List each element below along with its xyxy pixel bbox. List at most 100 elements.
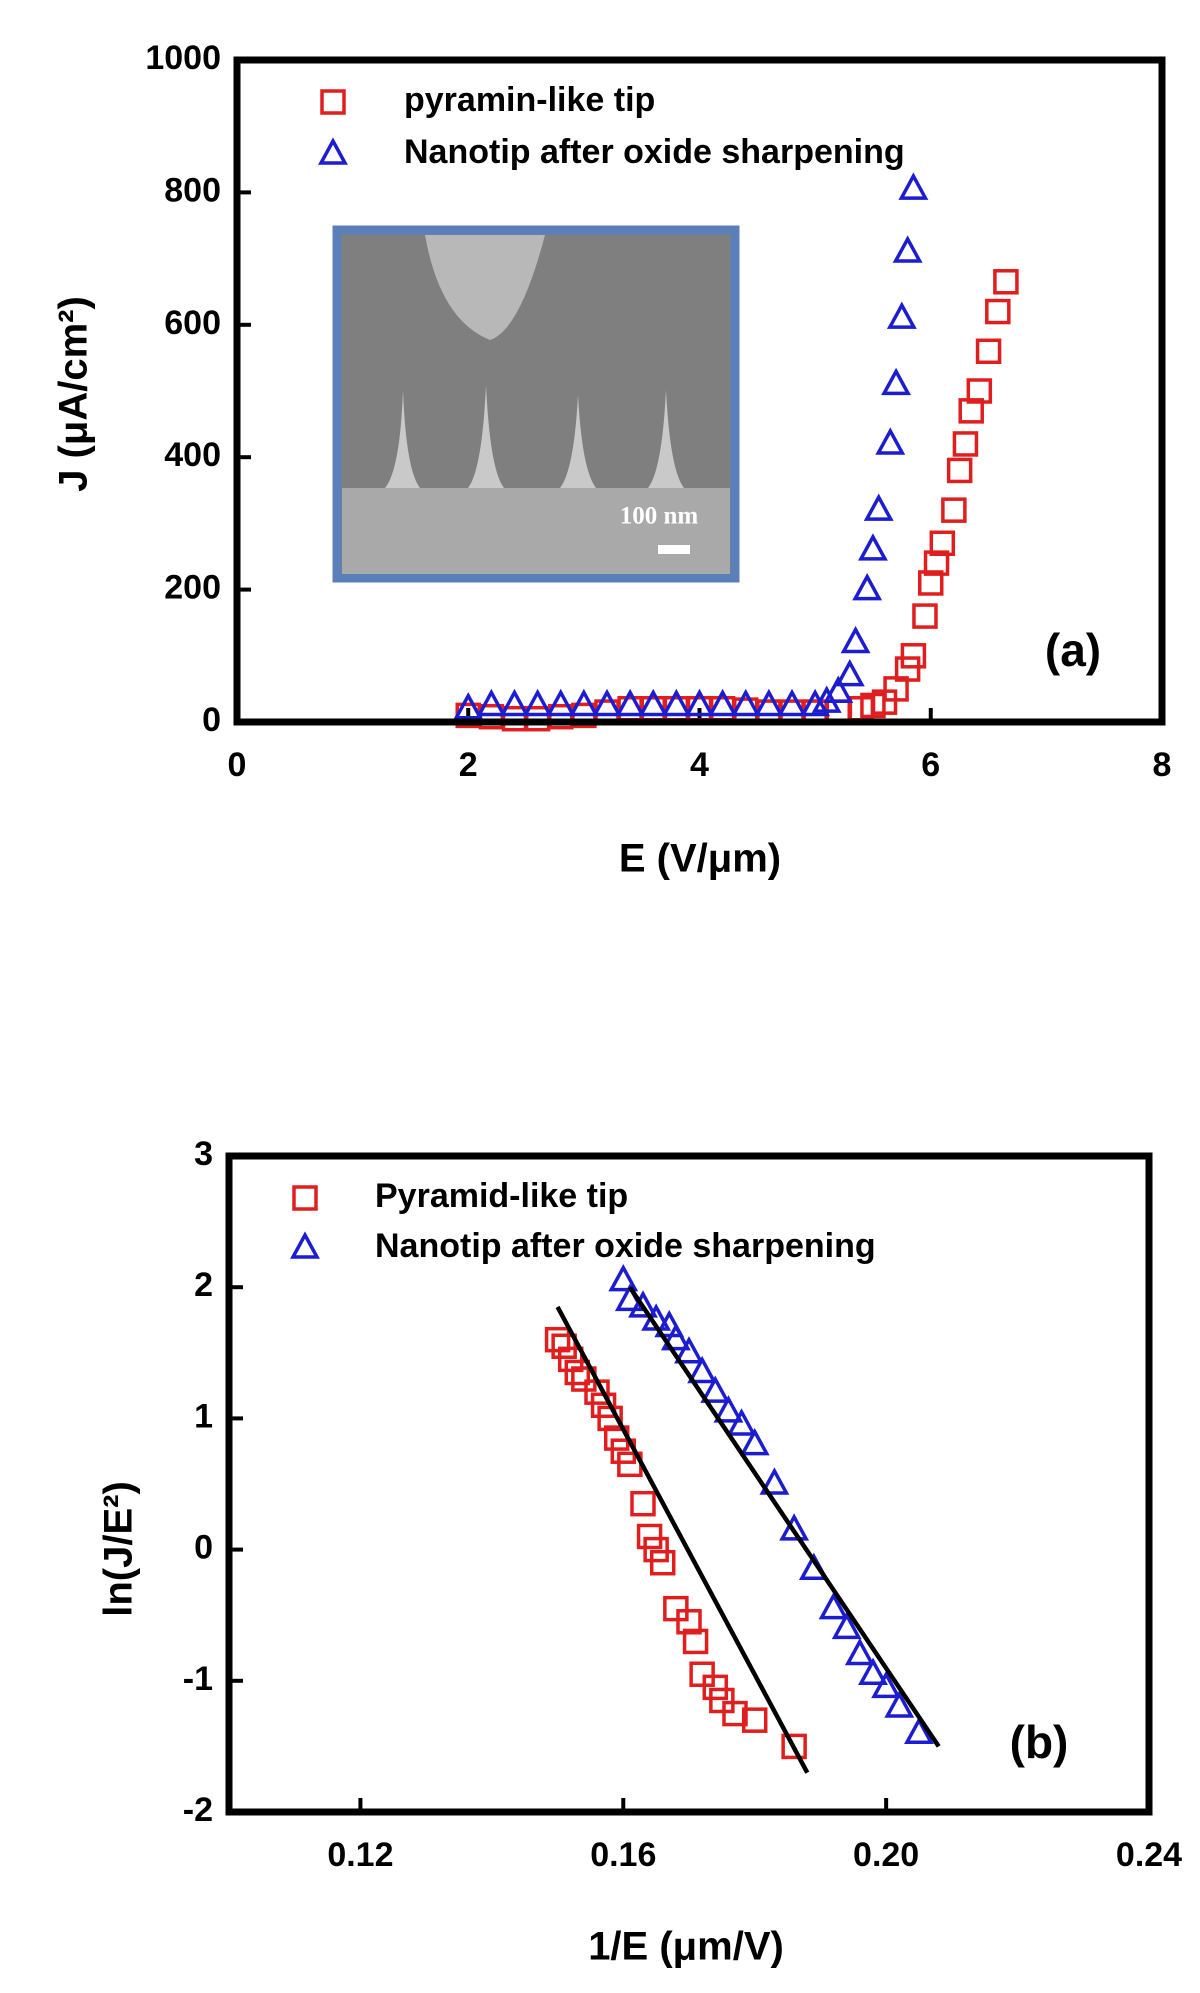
marker-square [676,1609,702,1635]
marker-square [702,1674,729,1701]
panel-label: (a) [1045,624,1101,676]
marker-triangle [871,1670,902,1699]
legend-label: Nanotip after oxide sharpening [375,1227,876,1265]
marker-triangle [892,235,923,263]
panel-label: (b) [1010,1716,1069,1768]
marker-triangle [777,688,807,717]
marker-triangle [739,1427,770,1456]
marker-triangle [726,1408,757,1436]
x-axis-label: E (V/μm) [619,837,781,881]
scale-label: 100 nm [620,503,699,530]
y-tick-label: 800 [164,171,221,209]
inset-tip [425,235,545,340]
marker-triangle [834,659,865,687]
marker-triangle [660,1323,691,1351]
marker-triangle [863,493,894,521]
marker-square [993,269,1019,295]
marker-triangle [800,688,831,717]
y-tick-label: 400 [164,436,221,474]
x-tick-label: 2 [459,746,478,784]
marker-triangle [858,1657,888,1685]
inset: 100 nm [332,225,740,583]
marker-square [709,1687,735,1714]
marker-square [952,431,979,457]
marker-square [689,1661,715,1687]
marker-square [900,643,927,669]
marker-square [923,550,950,576]
y-tick-label: -2 [183,1791,213,1829]
fit-line [555,1305,810,1774]
y-tick-label: 2 [194,1266,213,1304]
y-axis-label: ln(J/E²) [97,1481,141,1617]
marker-square [941,497,967,523]
marker-triangle [881,367,912,396]
marker-square [636,1523,663,1550]
marker-triangle [707,688,738,717]
marker-triangle [844,1637,875,1666]
marker-triangle [898,172,929,200]
marker-triangle [453,692,484,720]
y-tick-label: 600 [164,304,221,342]
marker-triangle [568,688,599,717]
marker-triangle [661,688,692,717]
y-axis-label: J (μA/cm²) [52,296,96,492]
marker-square [643,1536,669,1563]
legend-marker [292,1185,318,1211]
marker-square [958,398,984,424]
marker-triangle [700,1375,731,1403]
legend-label: Nanotip after oxide sharpening [404,133,905,171]
marker-square [649,1549,676,1576]
marker-triangle [904,1716,934,1745]
marker-square [544,1326,571,1353]
marker-triangle [840,625,871,654]
marker-triangle [831,1611,862,1640]
legend-marker [290,1231,320,1259]
marker-square [918,570,944,596]
marker-square [722,1700,748,1727]
x-tick-label: 0.24 [1116,1836,1182,1874]
marker-triangle [545,688,576,717]
marker-square [781,1733,807,1760]
marker-triangle [779,1513,810,1541]
marker-square [682,1628,709,1655]
marker-triangle [684,688,715,717]
marker-triangle [687,1355,718,1384]
marker-triangle [884,1690,915,1718]
inset-nanotips [385,385,684,488]
plot-frame [233,56,1166,726]
x-tick-label: 0.16 [590,1836,656,1874]
y-tick-label: -1 [183,1660,213,1698]
fit-line [627,1285,941,1748]
y-tick-label: 0 [194,1529,213,1567]
x-tick-label: 8 [1153,746,1172,784]
marker-triangle [852,572,883,601]
x-tick-label: 0.12 [327,1836,393,1874]
marker-triangle [823,675,854,703]
marker-square [929,530,956,557]
marker-triangle [592,688,622,717]
x-tick-label: 0 [228,746,247,784]
inset-substrate [342,488,730,574]
marker-square [975,338,1002,365]
marker-triangle [628,1290,658,1318]
marker-triangle [615,688,646,717]
marker-square [630,1490,656,1517]
marker-triangle [753,688,784,717]
y-tick-label: 0 [202,701,221,739]
marker-square [946,457,973,484]
marker-square [966,378,993,404]
marker-triangle [476,688,507,717]
legend-label: pyramin-like tip [404,81,655,119]
x-tick-label: 0.20 [853,1836,919,1874]
plot-frame [225,1152,1153,1816]
marker-triangle [886,301,917,329]
marker-triangle [608,1263,639,1292]
marker-square [912,603,938,629]
marker-square [564,1359,591,1386]
marker-square [663,1595,689,1622]
marker-triangle [875,427,906,455]
y-tick-label: 1 [194,1397,213,1435]
marker-square [985,298,1011,325]
x-axis-label: 1/E (μm/V) [588,1925,784,1969]
